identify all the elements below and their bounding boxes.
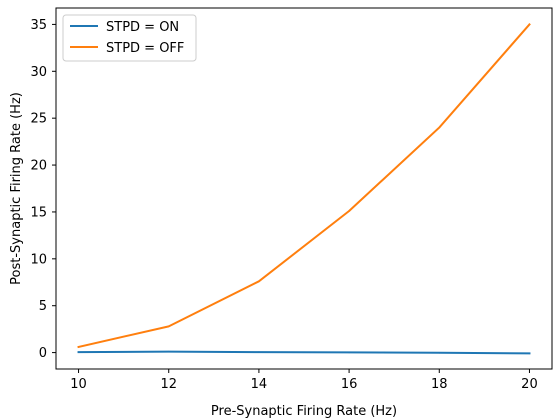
x-axis-label: Pre-Synaptic Firing Rate (Hz) <box>211 404 397 419</box>
y-tick-label-6: 30 <box>30 65 47 80</box>
plot-frame <box>55 7 553 370</box>
y-tick-label-5: 25 <box>30 112 47 127</box>
series-line-0 <box>77 350 531 355</box>
x-axis-ticks: 10 12 14 16 18 20 <box>70 369 538 392</box>
x-tick-label-5: 20 <box>521 377 538 392</box>
series-1-point-3 <box>348 210 350 212</box>
legend-label-stpd-on: STPD = ON <box>106 20 179 35</box>
series-0-point-4 <box>438 351 441 354</box>
series-0-point-5 <box>528 352 531 355</box>
y-tick-label-0: 0 <box>39 346 47 361</box>
series-1-point-4 <box>438 126 441 129</box>
x-tick-label-2: 14 <box>251 377 268 392</box>
y-tick-label-3: 15 <box>30 205 47 220</box>
series-1-point-1 <box>167 325 170 328</box>
x-tick-label-3: 16 <box>341 377 358 392</box>
series-0-point-3 <box>348 351 350 354</box>
series-line-1 <box>77 22 531 349</box>
y-tick-label-4: 20 <box>30 159 47 174</box>
y-axis-ticks: 0 5 10 15 20 25 30 35 <box>30 18 56 361</box>
x-tick-label-0: 10 <box>70 377 87 392</box>
series-lines <box>77 22 531 355</box>
y-tick-label-7: 35 <box>30 18 47 33</box>
series-1-point-2 <box>258 280 260 283</box>
series-0-point-1 <box>167 350 170 353</box>
x-tick-label-1: 12 <box>160 377 177 392</box>
series-0-point-2 <box>258 351 260 353</box>
y-axis-label: Post-Synaptic Firing Rate (Hz) <box>9 92 24 285</box>
series-0-point-0 <box>77 351 80 353</box>
y-tick-label-2: 10 <box>30 252 47 267</box>
x-tick-label-4: 18 <box>431 377 448 392</box>
series-1-point-5 <box>528 23 531 26</box>
legend: STPD = ON STPD = OFF <box>62 14 197 62</box>
series-1-point-0 <box>77 346 80 348</box>
y-tick-label-1: 5 <box>39 299 47 314</box>
plot-area <box>56 8 552 369</box>
legend-label-stpd-off: STPD = OFF <box>106 41 184 56</box>
